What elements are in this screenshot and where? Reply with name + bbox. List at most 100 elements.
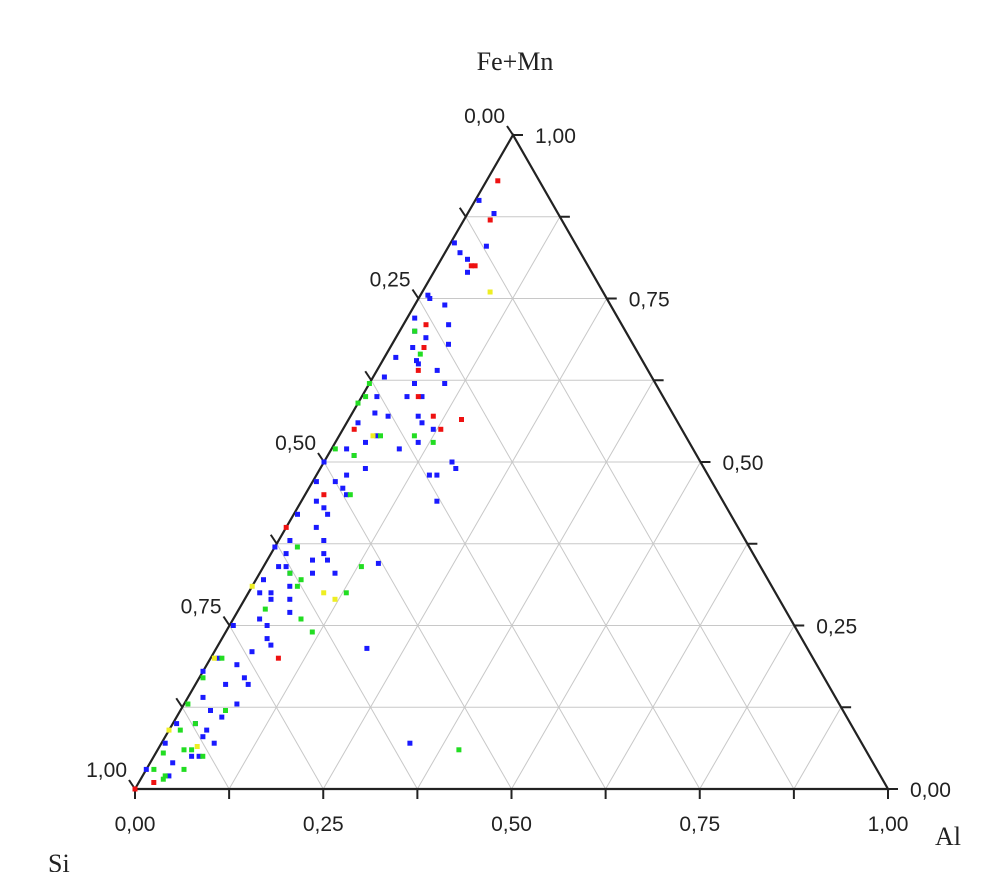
data-point-blue bbox=[208, 708, 213, 713]
data-point-blue bbox=[332, 570, 338, 576]
data-point-blue bbox=[200, 734, 206, 740]
data-point-red bbox=[423, 322, 429, 328]
data-point-blue bbox=[451, 240, 457, 246]
tick-labels: 0,00 0,25 0,50 0,75 1,00 1,00 0,75 0,50 0,25 0,00… bbox=[86, 105, 951, 836]
data-point-blue bbox=[415, 439, 421, 445]
data-point-blue bbox=[434, 498, 440, 504]
data-point-blue bbox=[442, 381, 448, 386]
data-point-blue bbox=[410, 345, 416, 350]
data-point-blue bbox=[415, 413, 421, 419]
data-point-red bbox=[487, 217, 493, 223]
data-point-green bbox=[200, 675, 206, 681]
data-point-green bbox=[294, 544, 300, 550]
data-point-blue bbox=[287, 596, 293, 602]
tick-label-right: 0,25 bbox=[816, 616, 857, 639]
data-point-blue bbox=[457, 250, 463, 256]
tick-left bbox=[411, 288, 420, 300]
grid-line-si bbox=[323, 461, 512, 790]
data-point-green bbox=[309, 629, 315, 635]
data-point-blue bbox=[200, 694, 206, 700]
data-point-yellow bbox=[211, 655, 217, 661]
data-point-blue bbox=[426, 472, 432, 478]
data-point-red bbox=[421, 345, 427, 350]
grid-line-al bbox=[793, 706, 842, 790]
data-point-red bbox=[459, 417, 464, 422]
data-point-green bbox=[189, 747, 195, 753]
data-point-green bbox=[363, 394, 369, 400]
data-point-blue bbox=[414, 358, 419, 364]
data-point-blue bbox=[407, 740, 413, 746]
data-point-blue bbox=[283, 551, 289, 557]
data-point-blue bbox=[196, 753, 202, 759]
data-point-green bbox=[177, 727, 183, 733]
tick-left bbox=[458, 207, 467, 218]
data-point-blue bbox=[385, 413, 391, 419]
data-point-yellow bbox=[487, 289, 493, 295]
data-point-blue bbox=[313, 479, 319, 485]
grid-line-si bbox=[276, 543, 418, 790]
data-point-blue bbox=[465, 269, 470, 275]
data-point-red bbox=[283, 524, 289, 530]
data-point-green bbox=[355, 400, 361, 406]
data-point-blue bbox=[310, 570, 315, 576]
tick-left bbox=[269, 534, 278, 545]
data-point-blue bbox=[264, 636, 270, 642]
grid-line-si bbox=[229, 625, 324, 790]
data-point-blue bbox=[396, 446, 402, 452]
tick-label-right: 0,75 bbox=[629, 289, 670, 312]
data-point-blue bbox=[189, 753, 195, 759]
data-point-green bbox=[160, 750, 166, 756]
data-point-blue bbox=[313, 524, 319, 530]
data-point-blue bbox=[442, 302, 448, 308]
grid-line-si bbox=[370, 380, 607, 790]
data-point-red bbox=[430, 413, 436, 419]
data-point-blue bbox=[310, 557, 315, 563]
axis-label-top: Fe+Mn bbox=[477, 47, 554, 76]
data-point-blue bbox=[241, 675, 247, 681]
data-point-red bbox=[472, 263, 478, 269]
data-point-blue bbox=[223, 681, 229, 687]
data-point-red bbox=[495, 178, 501, 184]
data-point-blue bbox=[372, 410, 378, 416]
data-point-blue bbox=[362, 466, 368, 471]
data-point-green bbox=[378, 433, 383, 439]
tick-label-left: 1,00 bbox=[86, 759, 127, 782]
tick-label-right: 1,00 bbox=[535, 125, 576, 148]
data-point-blue bbox=[404, 394, 410, 400]
data-point-green bbox=[417, 351, 423, 357]
tick-left bbox=[506, 125, 514, 136]
data-point-blue bbox=[446, 341, 451, 347]
data-point-blue bbox=[419, 420, 425, 426]
data-point-blue bbox=[355, 420, 361, 426]
data-point-blue bbox=[425, 292, 431, 298]
tick-label-bottom: 0,75 bbox=[679, 813, 720, 836]
data-point-green bbox=[351, 453, 357, 458]
data-point-green bbox=[343, 590, 349, 596]
data-point-blue bbox=[321, 459, 327, 465]
data-point-blue bbox=[363, 439, 368, 445]
data-point-blue bbox=[174, 721, 180, 727]
data-point-blue bbox=[200, 668, 206, 674]
tick-label-bottom: 0,25 bbox=[303, 813, 344, 836]
data-point-blue bbox=[325, 511, 331, 517]
grid-line-si bbox=[465, 216, 795, 790]
data-point-blue bbox=[340, 485, 346, 491]
data-point-blue bbox=[295, 511, 300, 517]
data-point-blue bbox=[276, 564, 282, 570]
data-point-yellow bbox=[249, 583, 255, 589]
data-point-yellow bbox=[166, 727, 172, 733]
data-point-blue bbox=[230, 623, 236, 628]
data-point-red bbox=[275, 655, 281, 661]
data-point-yellow bbox=[370, 433, 376, 439]
data-point-yellow bbox=[332, 596, 338, 602]
tick-label-left: 0,25 bbox=[370, 269, 411, 292]
data-point-blue bbox=[170, 760, 176, 766]
grid-line-al bbox=[416, 379, 655, 790]
tick-label-left: 0,50 bbox=[275, 432, 316, 455]
data-point-red bbox=[321, 492, 327, 498]
data-point-green bbox=[298, 616, 304, 622]
data-point-green bbox=[181, 766, 187, 772]
data-point-red bbox=[415, 367, 421, 373]
data-point-blue bbox=[143, 766, 149, 772]
